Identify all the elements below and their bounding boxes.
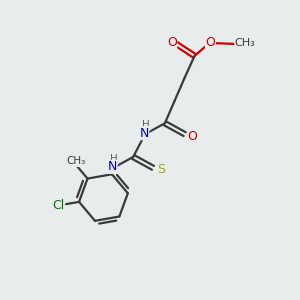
Text: N: N: [140, 127, 149, 140]
Text: S: S: [157, 163, 165, 176]
Text: O: O: [206, 35, 215, 49]
Text: CH₃: CH₃: [66, 156, 86, 167]
Text: CH₃: CH₃: [235, 38, 256, 48]
Text: H: H: [110, 154, 118, 164]
Text: O: O: [188, 130, 197, 142]
Text: O: O: [167, 35, 177, 49]
Text: N: N: [108, 160, 117, 173]
Text: Cl: Cl: [52, 199, 65, 212]
Text: H: H: [142, 120, 150, 130]
